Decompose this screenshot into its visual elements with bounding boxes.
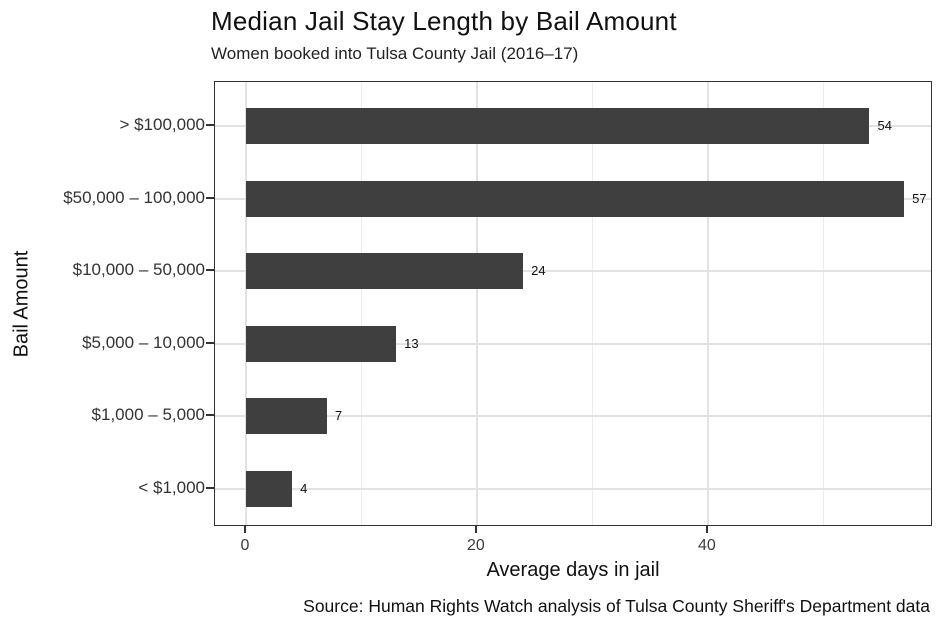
- y-axis-title: Bail Amount: [10, 250, 33, 358]
- bar-value-label: 4: [300, 480, 308, 496]
- x-axis-title: Average days in jail: [486, 559, 660, 581]
- bar: [246, 325, 397, 362]
- x-axis-tick: [474, 526, 477, 533]
- x-axis-tick-label: 20: [467, 537, 485, 554]
- bar: [246, 180, 905, 217]
- y-axis-category-label: > $100,000: [119, 115, 205, 134]
- bar: [246, 398, 327, 434]
- bar: [246, 470, 293, 507]
- x-axis-tick-label: 40: [697, 537, 716, 554]
- chart-subtitle: Women booked into Tulsa County Jail (201…: [211, 44, 579, 63]
- plot-panel: 54 57 24 13 7 4: [214, 81, 932, 526]
- y-axis-tick: [206, 196, 214, 199]
- x-axis-tick: [244, 526, 246, 533]
- y-axis-tick: [206, 269, 214, 271]
- x-major-gridline: [706, 82, 709, 525]
- y-axis-category-label: $5,000 – 10,000: [82, 332, 205, 352]
- chart-title: Median Jail Stay Length by Bail Amount: [211, 6, 677, 36]
- y-axis-tick: [206, 486, 214, 489]
- bar: [246, 253, 524, 289]
- y-axis-category-label: < $1,000: [138, 477, 205, 497]
- x-minor-gridline: [591, 82, 593, 525]
- bar-value-label: 7: [334, 408, 343, 423]
- bar-value-label: 54: [877, 118, 892, 133]
- bar-value-label: 24: [531, 263, 546, 278]
- y-major-gridline: [215, 415, 931, 417]
- y-axis-tick: [206, 341, 214, 344]
- source-caption: Source: Human Rights Watch analysis of T…: [303, 596, 930, 616]
- y-major-gridline: [215, 487, 931, 490]
- y-axis-category-label: $50,000 – 100,000: [63, 187, 205, 207]
- bar-value-label: 13: [404, 335, 419, 351]
- y-axis-category-label: $1,000 – 5,000: [91, 405, 205, 424]
- y-axis-tick: [206, 414, 214, 416]
- bar-value-label: 57: [912, 190, 927, 206]
- y-axis-tick: [206, 124, 214, 126]
- x-axis-tick: [705, 526, 708, 533]
- y-axis-category-label: $10,000 – 50,000: [72, 260, 205, 279]
- x-minor-gridline: [360, 82, 362, 525]
- x-axis-tick-label: 0: [240, 537, 250, 554]
- x-major-gridline: [245, 82, 247, 525]
- bar: [246, 108, 870, 144]
- x-major-gridline: [475, 82, 478, 525]
- y-major-gridline: [215, 342, 931, 345]
- y-major-gridline: [215, 270, 931, 272]
- x-minor-gridline: [822, 82, 824, 525]
